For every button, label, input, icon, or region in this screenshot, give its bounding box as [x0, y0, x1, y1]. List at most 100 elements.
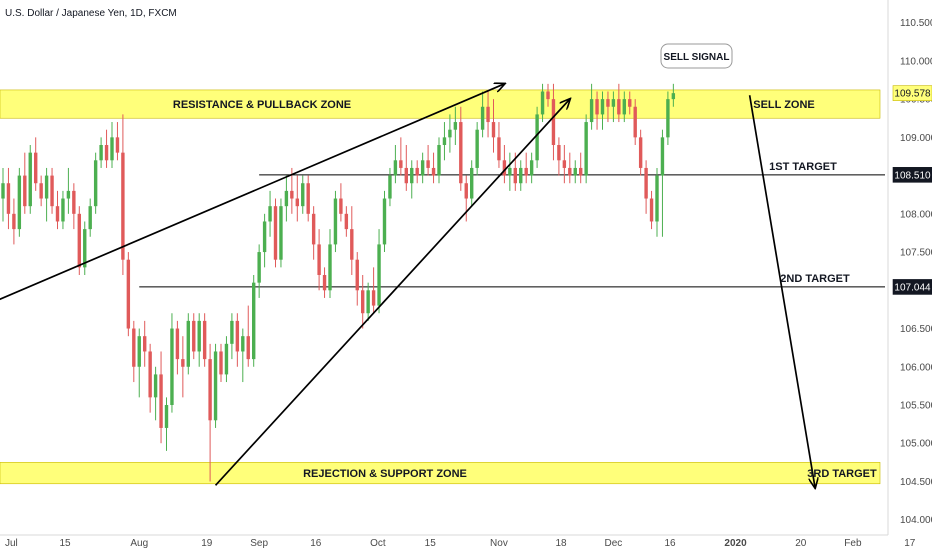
- candle-body: [175, 328, 180, 360]
- candle-body: [431, 167, 436, 176]
- x-tick-label: 15: [425, 538, 437, 549]
- candle-body: [617, 99, 621, 115]
- candle-body: [208, 359, 212, 421]
- candles-layer: [1, 83, 676, 482]
- trend-arrow: [748, 95, 815, 487]
- candle-body: [660, 137, 665, 176]
- x-tick-label: 18: [555, 538, 567, 549]
- candle-body: [377, 244, 381, 306]
- candle-body: [486, 106, 490, 123]
- candle-body: [268, 206, 272, 222]
- candle-body: [317, 244, 321, 275]
- candle-body: [72, 190, 76, 214]
- candle-body: [66, 190, 71, 199]
- candle-body: [671, 93, 676, 100]
- candle-body: [39, 183, 43, 199]
- candle-body: [470, 167, 474, 199]
- y-tick-label: 110.000: [900, 56, 932, 67]
- price-tag: [892, 167, 932, 183]
- candle-body: [524, 167, 528, 176]
- candle-body: [219, 351, 223, 375]
- price-tag-value: 107.044: [894, 282, 931, 293]
- sell-signal-bubble: [660, 43, 733, 69]
- x-tick-label: Oct: [370, 538, 386, 549]
- zones-layer: [0, 89, 881, 485]
- target-label: 1ST TARGET: [769, 161, 837, 173]
- candle-body: [557, 145, 561, 161]
- candle-body: [568, 167, 572, 176]
- y-tick-label: 104.000: [900, 515, 932, 526]
- y-tick-label: 105.000: [900, 439, 932, 450]
- candle-body: [638, 137, 643, 168]
- y-tick-label: 107.500: [900, 248, 932, 259]
- candle-body: [213, 351, 218, 421]
- candle-body: [246, 336, 250, 360]
- price-tag-value: 108.510: [894, 170, 931, 181]
- x-tick-label: Sep: [250, 538, 268, 549]
- candle-body: [115, 137, 120, 153]
- candle-body: [426, 160, 430, 168]
- candle-body: [529, 160, 534, 176]
- candle-body: [393, 160, 398, 176]
- trend-arrow: [0, 84, 504, 301]
- candle-body: [295, 198, 299, 207]
- candle-body: [589, 99, 594, 123]
- price-tag: [892, 85, 932, 101]
- candle-body: [121, 152, 125, 260]
- x-tick-label: Feb: [844, 538, 862, 549]
- y-tick-label: 106.500: [900, 324, 932, 335]
- candle-body: [159, 374, 163, 428]
- candle-body: [404, 167, 408, 184]
- candle-body: [579, 167, 583, 176]
- candle-body: [453, 122, 458, 130]
- candle-body: [475, 129, 479, 168]
- candle-body: [328, 244, 332, 291]
- trend-arrow: [214, 99, 570, 486]
- candle-body: [448, 129, 452, 138]
- candle-body: [301, 183, 305, 207]
- candle-body: [99, 145, 103, 161]
- candle-body: [333, 198, 338, 245]
- candle-body: [344, 213, 349, 230]
- candle-body: [110, 137, 114, 161]
- candle-body: [83, 229, 87, 268]
- zone-band: [0, 462, 881, 485]
- trendlines-layer: [0, 84, 815, 488]
- annotations-layer: RESISTANCE & PULLBACK ZONE REJECTION & SU…: [173, 43, 877, 480]
- candle-body: [241, 336, 245, 352]
- x-tick-label: 16: [664, 538, 676, 549]
- candle-body: [519, 167, 523, 184]
- candle-body: [273, 206, 278, 260]
- candle-body: [339, 198, 343, 214]
- candle-body: [257, 252, 261, 283]
- candle-body: [23, 175, 27, 207]
- x-tick-label: 19: [201, 538, 213, 549]
- candle-body: [437, 145, 441, 176]
- candle-body: [649, 198, 654, 222]
- candle-body: [573, 167, 577, 176]
- candle-body: [93, 160, 98, 207]
- y-tick-label: 104.500: [900, 477, 932, 488]
- x-tick-label: Nov: [490, 538, 508, 549]
- candle-body: [153, 374, 158, 398]
- candle-body: [611, 99, 616, 107]
- price-tag: [892, 279, 932, 295]
- candle-body: [546, 91, 550, 100]
- candle-body: [622, 99, 626, 115]
- candle-body: [262, 221, 267, 253]
- candle-body: [666, 99, 670, 138]
- candle-body: [279, 206, 283, 260]
- candle-body: [595, 99, 599, 115]
- y-tick-label: 109.000: [900, 133, 932, 144]
- candle-body: [1, 183, 5, 199]
- candle-body: [502, 160, 507, 176]
- candle-body: [584, 122, 588, 176]
- target-label: 2ND TARGET: [780, 273, 850, 285]
- candle-body: [600, 99, 605, 115]
- candle-body: [628, 99, 632, 107]
- candle-body: [350, 229, 354, 260]
- candle-body: [235, 320, 240, 352]
- candle-body: [230, 320, 234, 344]
